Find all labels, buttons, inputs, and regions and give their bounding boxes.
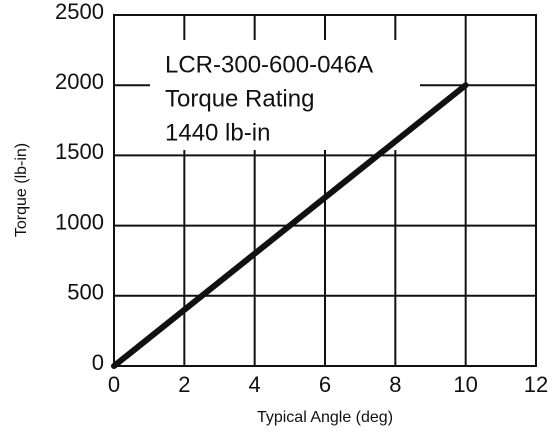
y-tick-label: 1000	[55, 209, 104, 234]
x-tick-label: 8	[389, 372, 401, 397]
annotation: 1440 lb-in	[165, 119, 270, 146]
annotation: LCR-300-600-046A	[165, 51, 373, 78]
y-axis-label: Torque (lb-in)	[13, 143, 30, 237]
x-tick-label: 10	[453, 372, 477, 397]
x-axis-label: Typical Angle (deg)	[257, 409, 393, 426]
x-tick-label: 2	[178, 372, 190, 397]
y-tick-label: 0	[92, 350, 104, 375]
x-tick-label: 4	[249, 372, 261, 397]
annotation: Torque Rating	[165, 85, 314, 112]
x-tick-label: 12	[524, 372, 548, 397]
plot-frame	[113, 14, 537, 367]
y-tick-label: 2000	[55, 69, 104, 94]
y-tick-label: 1500	[55, 139, 104, 164]
x-tick-label: 6	[319, 372, 331, 397]
x-tick-label: 0	[108, 372, 120, 397]
annotation-box	[150, 40, 420, 150]
data-line	[111, 82, 469, 369]
y-tick-label: 2500	[55, 0, 104, 24]
y-tick-label: 500	[67, 280, 104, 305]
